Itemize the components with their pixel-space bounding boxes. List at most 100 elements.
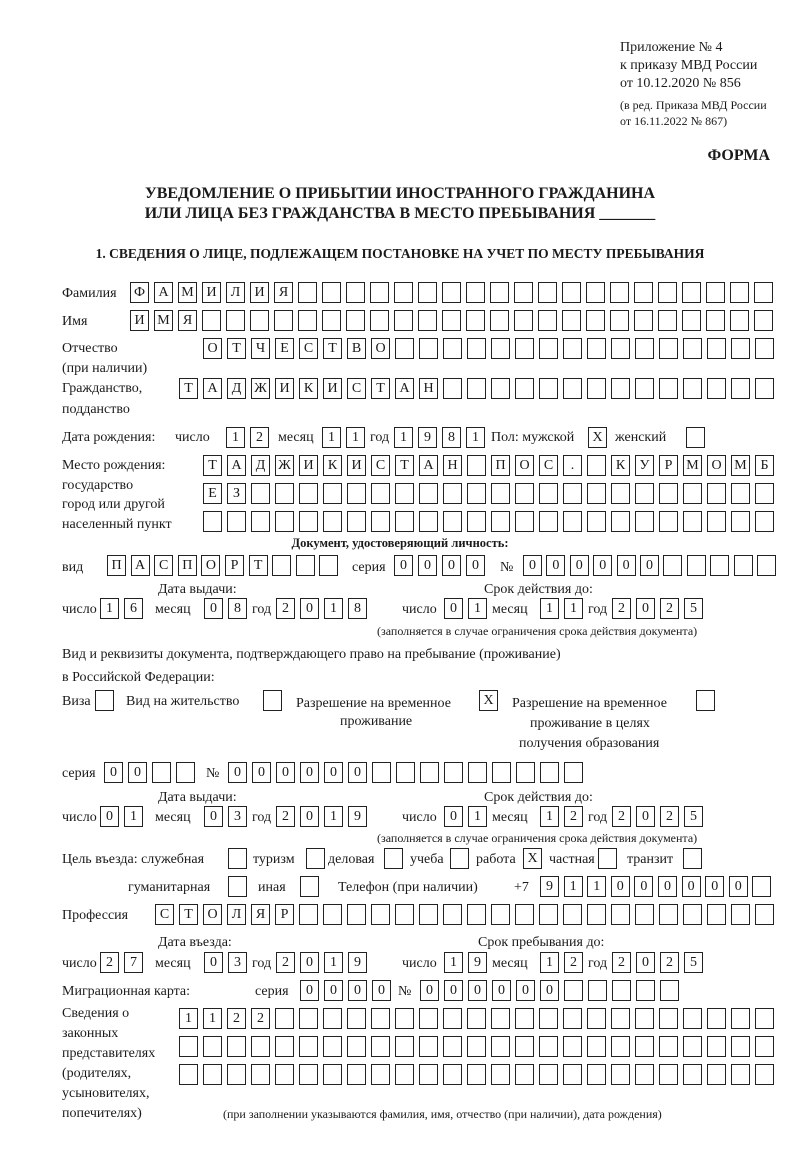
char-cell[interactable] — [295, 555, 315, 576]
char-cell[interactable]: 1 — [540, 806, 559, 827]
char-cell[interactable] — [563, 1008, 582, 1029]
char-cell[interactable] — [563, 1064, 582, 1085]
char-cell[interactable] — [707, 904, 726, 925]
char-cell[interactable] — [467, 483, 486, 504]
char-cell[interactable] — [587, 1008, 606, 1029]
char-cell[interactable] — [563, 378, 582, 399]
char-cell[interactable] — [323, 1064, 342, 1085]
char-cell[interactable] — [707, 338, 726, 359]
char-cell[interactable] — [587, 338, 606, 359]
char-cell[interactable] — [540, 762, 559, 783]
char-cell[interactable]: Д — [251, 455, 270, 476]
char-cell[interactable] — [587, 904, 606, 925]
char-cell[interactable] — [298, 310, 317, 331]
char-cell[interactable] — [539, 378, 558, 399]
char-cell[interactable]: 0 — [466, 555, 485, 576]
char-cell[interactable]: 0 — [348, 762, 367, 783]
char-cell[interactable] — [611, 338, 630, 359]
char-cell[interactable] — [733, 555, 753, 576]
char-cell[interactable] — [563, 1036, 582, 1057]
char-cell[interactable]: Т — [227, 338, 246, 359]
char-cell[interactable]: 2 — [564, 952, 583, 973]
char-cell[interactable] — [443, 1064, 462, 1085]
char-cell[interactable]: А — [203, 378, 222, 399]
char-cell[interactable]: 2 — [100, 952, 119, 973]
char-cell[interactable] — [491, 338, 510, 359]
char-cell[interactable]: 1 — [100, 598, 119, 619]
char-cell[interactable]: О — [201, 555, 221, 576]
char-cell[interactable] — [755, 904, 774, 925]
char-cell[interactable] — [418, 282, 437, 303]
char-cell[interactable]: С — [154, 555, 174, 576]
char-cell[interactable]: 1 — [444, 952, 463, 973]
char-cell[interactable]: П — [491, 455, 510, 476]
char-cell[interactable] — [419, 338, 438, 359]
char-cell[interactable]: 0 — [640, 555, 659, 576]
char-cell[interactable]: Л — [226, 282, 245, 303]
char-cell[interactable]: Т — [179, 378, 198, 399]
char-cell[interactable] — [755, 1008, 774, 1029]
char-cell[interactable] — [539, 511, 558, 532]
char-cell[interactable] — [755, 338, 774, 359]
char-cell[interactable] — [322, 282, 341, 303]
char-cell[interactable]: М — [731, 455, 750, 476]
char-cell[interactable] — [587, 1064, 606, 1085]
checkbox[interactable] — [686, 427, 705, 448]
char-cell[interactable] — [515, 483, 534, 504]
checkbox[interactable] — [228, 876, 247, 897]
char-cell[interactable] — [467, 1008, 486, 1029]
char-cell[interactable] — [371, 1036, 390, 1057]
char-cell[interactable] — [611, 1064, 630, 1085]
char-cell[interactable]: 0 — [324, 762, 343, 783]
char-cell[interactable]: 5 — [684, 952, 703, 973]
char-cell[interactable] — [588, 980, 607, 1001]
char-cell[interactable] — [491, 483, 510, 504]
char-cell[interactable] — [443, 378, 462, 399]
char-cell[interactable]: 0 — [636, 598, 655, 619]
char-cell[interactable] — [611, 1008, 630, 1029]
char-cell[interactable]: А — [419, 455, 438, 476]
char-cell[interactable] — [539, 1008, 558, 1029]
char-cell[interactable] — [227, 511, 246, 532]
char-cell[interactable]: 1 — [203, 1008, 222, 1029]
char-cell[interactable] — [319, 555, 339, 576]
char-cell[interactable] — [682, 310, 701, 331]
char-cell[interactable]: Ж — [275, 455, 294, 476]
char-cell[interactable] — [299, 511, 318, 532]
char-cell[interactable]: 0 — [276, 762, 295, 783]
char-cell[interactable] — [635, 483, 654, 504]
char-cell[interactable]: 0 — [100, 806, 119, 827]
char-cell[interactable] — [323, 511, 342, 532]
char-cell[interactable] — [492, 762, 511, 783]
char-cell[interactable] — [227, 1036, 246, 1057]
char-cell[interactable] — [586, 282, 605, 303]
char-cell[interactable] — [563, 483, 582, 504]
char-cell[interactable] — [635, 1064, 654, 1085]
char-cell[interactable]: 3 — [228, 806, 247, 827]
char-cell[interactable] — [539, 1036, 558, 1057]
char-cell[interactable]: Я — [274, 282, 293, 303]
char-cell[interactable]: 0 — [569, 555, 589, 576]
char-cell[interactable] — [586, 310, 605, 331]
char-cell[interactable]: А — [154, 282, 173, 303]
char-cell[interactable]: И — [130, 310, 149, 331]
char-cell[interactable] — [491, 1064, 510, 1085]
char-cell[interactable]: 0 — [444, 598, 463, 619]
char-cell[interactable]: Т — [395, 455, 414, 476]
char-cell[interactable] — [179, 1036, 198, 1057]
char-cell[interactable]: 0 — [104, 762, 123, 783]
char-cell[interactable]: И — [299, 455, 318, 476]
char-cell[interactable] — [466, 310, 485, 331]
char-cell[interactable] — [251, 511, 270, 532]
char-cell[interactable] — [683, 338, 702, 359]
char-cell[interactable] — [442, 282, 461, 303]
char-cell[interactable]: . — [563, 455, 582, 476]
char-cell[interactable] — [419, 483, 438, 504]
char-cell[interactable] — [299, 483, 318, 504]
char-cell[interactable]: О — [515, 455, 534, 476]
char-cell[interactable]: 2 — [276, 806, 295, 827]
char-cell[interactable]: 0 — [300, 598, 319, 619]
char-cell[interactable] — [683, 904, 702, 925]
char-cell[interactable]: Е — [275, 338, 294, 359]
char-cell[interactable] — [587, 511, 606, 532]
